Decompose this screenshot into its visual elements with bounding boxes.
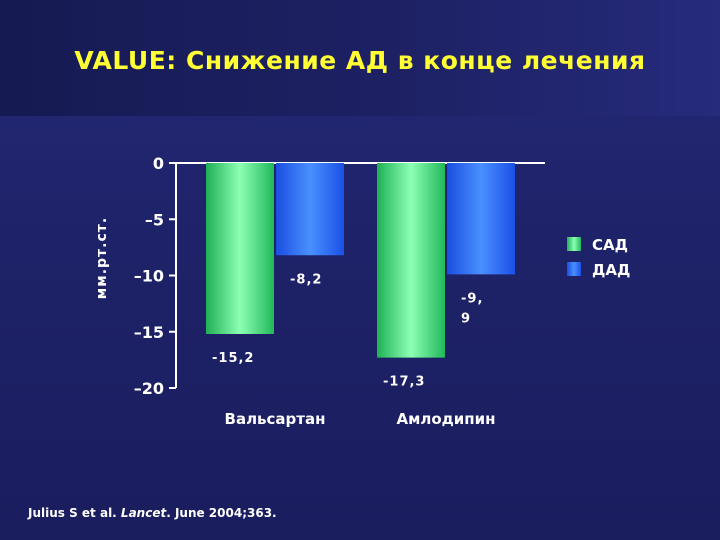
data-label: 9 bbox=[461, 311, 471, 326]
y-tick-label: –20 bbox=[134, 379, 164, 398]
category-label: Вальсартан bbox=[225, 410, 326, 428]
y-tick-label: –10 bbox=[134, 267, 164, 286]
slide-title: VALUE: Снижение АД в конце лечения bbox=[74, 46, 646, 75]
bar-ДАД-Вальсартан bbox=[276, 163, 344, 256]
data-label: -8,2 bbox=[290, 272, 322, 287]
y-tick-label: 0 bbox=[153, 154, 164, 173]
title-band bbox=[0, 0, 720, 116]
y-tick-label: –5 bbox=[145, 210, 164, 229]
citation-journal: Lancet bbox=[120, 506, 167, 520]
data-label: -9, bbox=[461, 291, 483, 306]
legend-label: ДАД bbox=[592, 261, 630, 279]
citation: Julius S et al. Lancet. June 2004;363. bbox=[28, 506, 277, 520]
bar-ДАД-Амлодипин bbox=[447, 163, 515, 275]
citation-details: . June 2004;363. bbox=[166, 506, 277, 520]
data-label: -15,2 bbox=[212, 351, 254, 366]
y-axis-label: мм.рт.ст. bbox=[94, 217, 110, 299]
legend-swatch-САД bbox=[567, 237, 581, 251]
citation-authors: Julius S et al. bbox=[28, 506, 121, 520]
bar-САД-Вальсартан bbox=[206, 163, 274, 334]
bar-САД-Амлодипин bbox=[377, 163, 445, 358]
data-label: -17,3 bbox=[383, 375, 425, 390]
legend-swatch-ДАД bbox=[567, 262, 581, 276]
legend-label: САД bbox=[592, 236, 628, 254]
category-label: Амлодипин bbox=[396, 410, 495, 428]
y-tick-label: –15 bbox=[134, 323, 164, 342]
